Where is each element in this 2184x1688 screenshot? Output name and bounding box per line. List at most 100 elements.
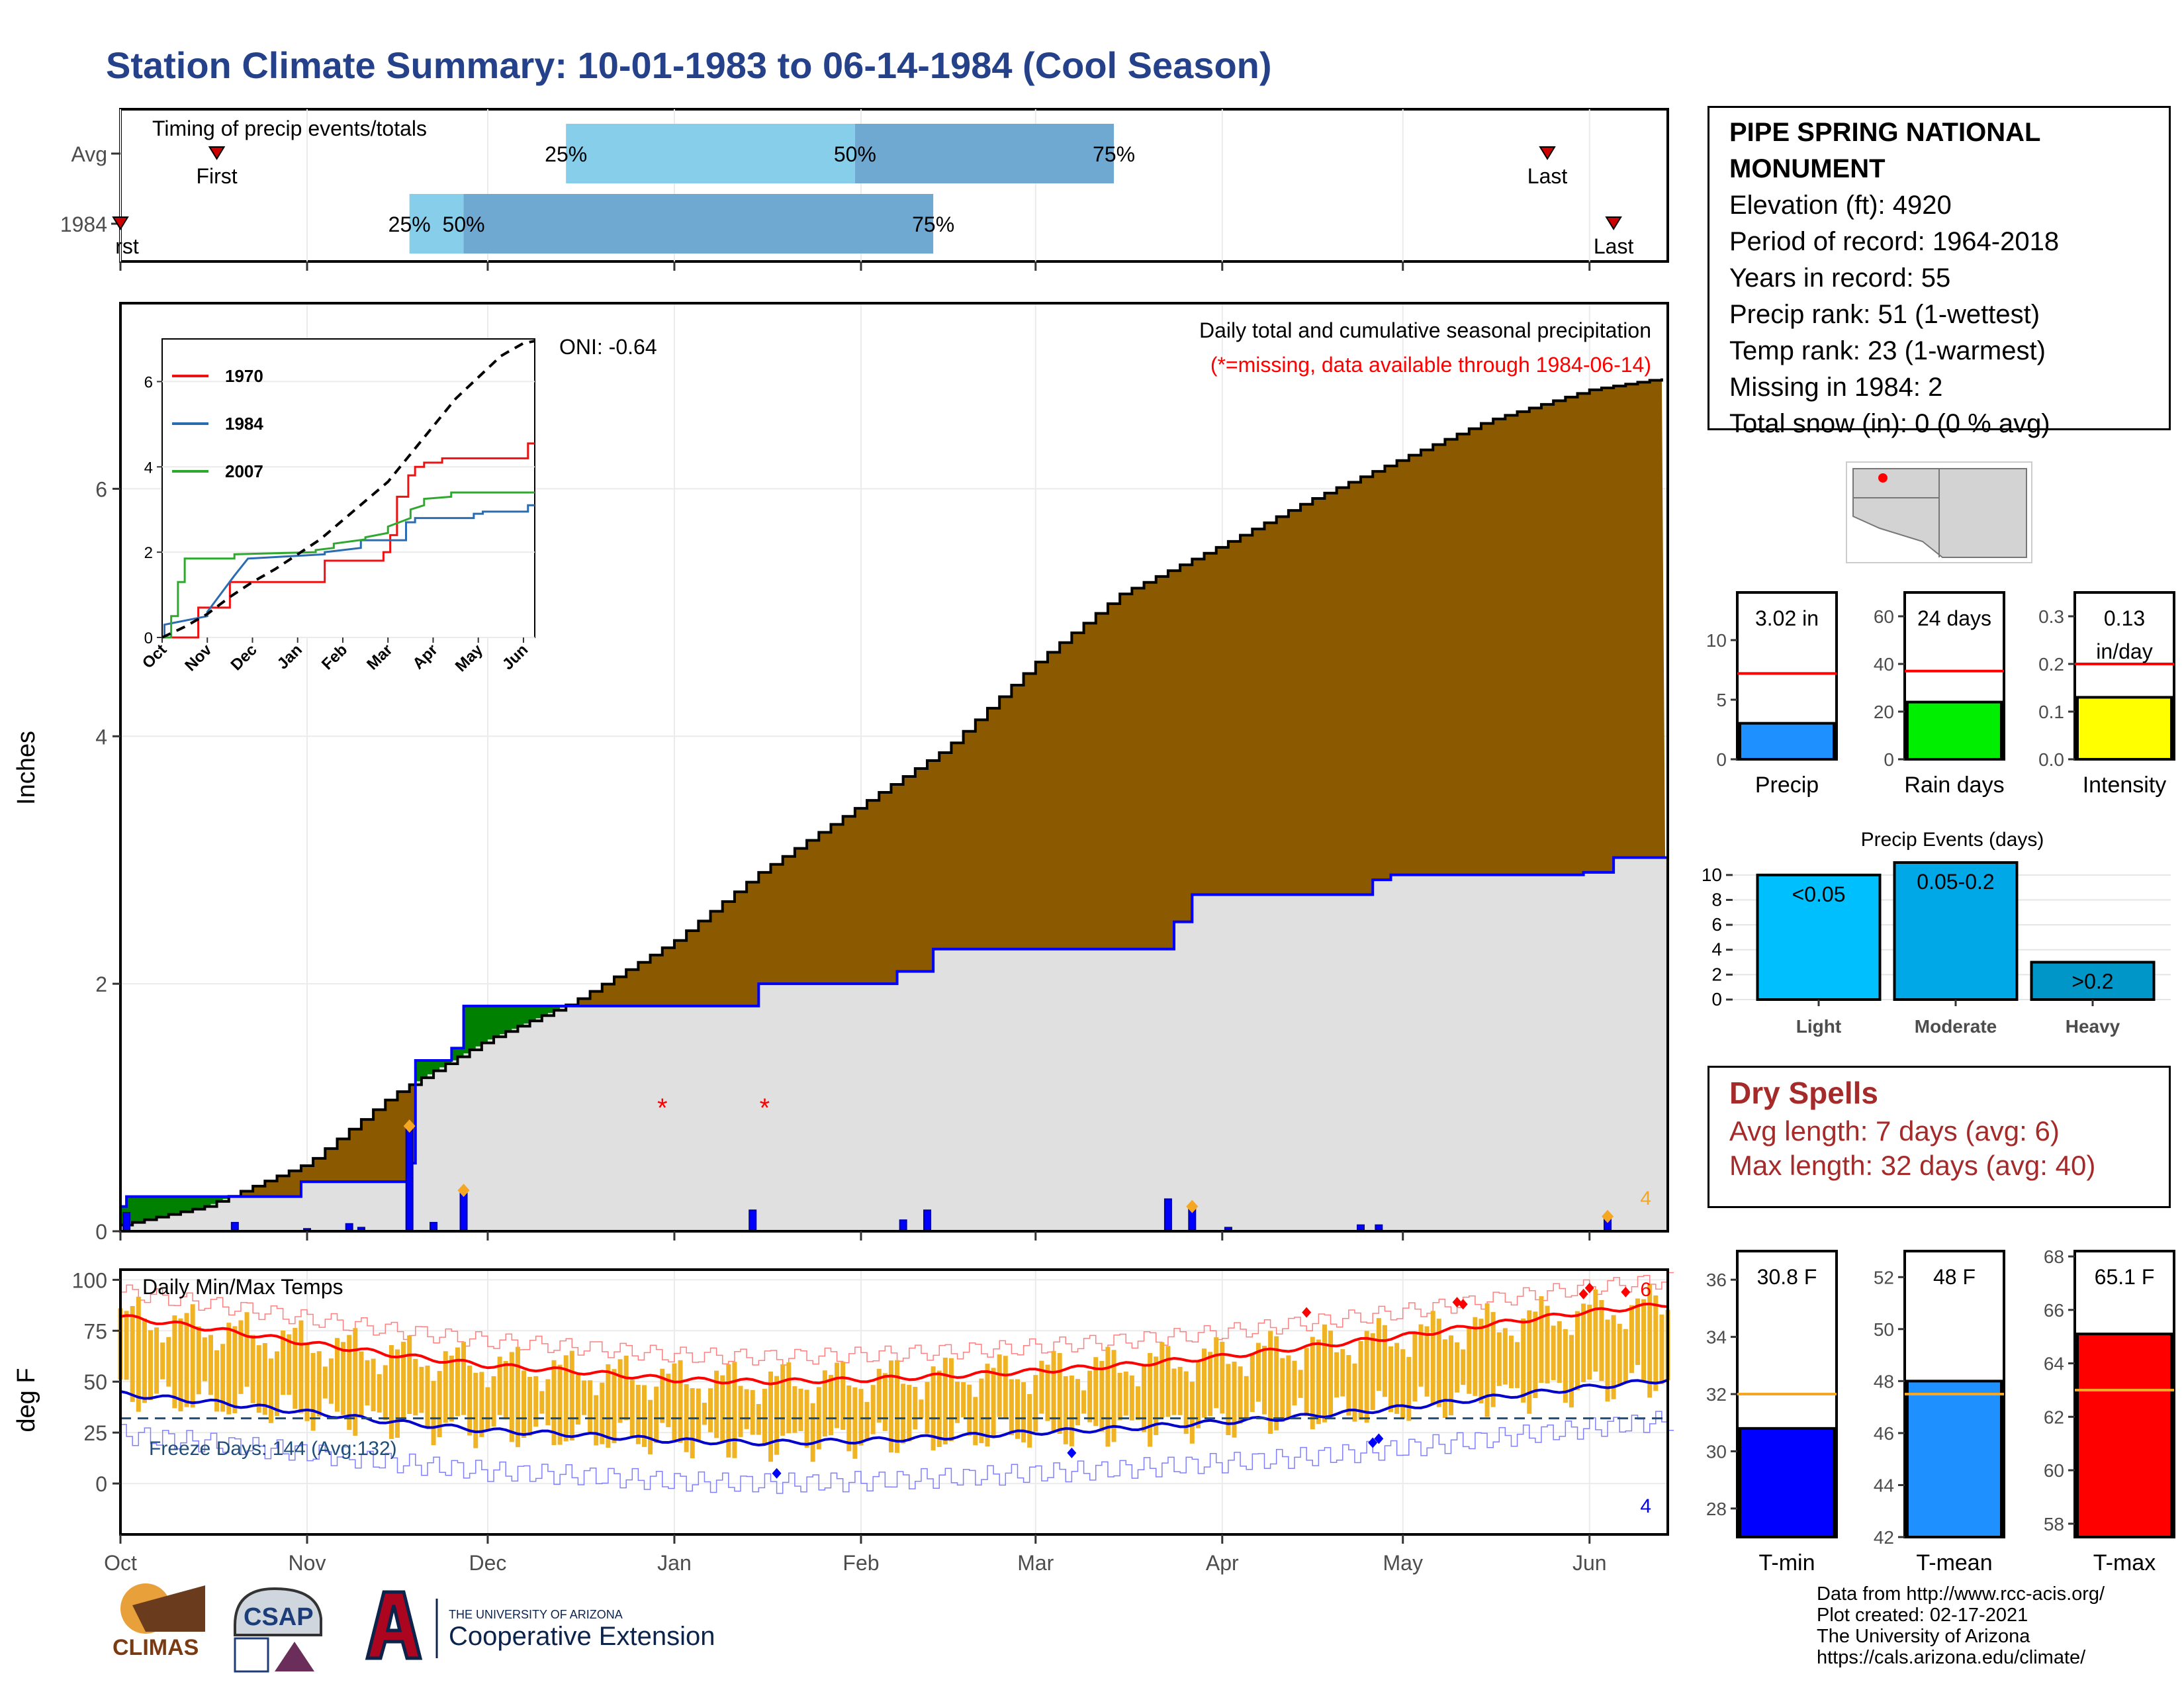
- climas-logo: CLIMAS: [113, 1583, 205, 1660]
- precip-events-background: [1733, 863, 2171, 1000]
- temps-y-tick-label: 25: [83, 1421, 107, 1445]
- daily-temp-range-bar: [347, 1335, 352, 1430]
- daily-temp-range-bar: [870, 1385, 876, 1434]
- record-high-marker-icon: [1452, 1297, 1462, 1308]
- daily-temp-range-bar: [720, 1375, 725, 1442]
- summary-y-tick-label: 48: [1874, 1371, 1894, 1391]
- timing-bar-50-75: [854, 124, 1115, 183]
- inset-series-1970: [162, 442, 535, 639]
- daily-temp-range-bar: [1232, 1361, 1237, 1438]
- daily-temp-range-bar: [901, 1383, 906, 1444]
- station-period: Period of record: 1964-2018: [1729, 227, 2060, 256]
- summary-y-tick-label: 60: [2044, 1460, 2064, 1481]
- daily-temp-range-bar: [660, 1368, 665, 1423]
- daily-temp-range-bar: [612, 1369, 617, 1444]
- daily-temp-range-bar: [1087, 1370, 1093, 1423]
- summary-y-tick-label: 28: [1706, 1499, 1727, 1519]
- daily-temp-range-bar: [545, 1379, 551, 1426]
- ua-a-icon: [365, 1590, 423, 1660]
- oni-label: ONI: -0.64: [559, 335, 657, 359]
- precip-events-y-tick-label: 0: [1711, 989, 1722, 1009]
- temps-frame: [119, 1268, 1669, 1536]
- daily-temp-range-bar: [1635, 1298, 1641, 1366]
- daily-temp-range-bar: [1659, 1314, 1664, 1384]
- timing-last-label: Last: [1527, 164, 1568, 188]
- inset-x-tick-label: Mar: [363, 641, 396, 673]
- ua-line1: THE UNIVERSITY OF ARIZONA: [449, 1608, 623, 1621]
- daily-temp-range-bar: [810, 1403, 815, 1462]
- daily-temp-range-bar: [726, 1364, 731, 1458]
- daily-temp-range-bar: [503, 1361, 508, 1420]
- daily-temp-range-bar: [1647, 1284, 1653, 1398]
- daily-temp-range-bar: [316, 1351, 322, 1417]
- daily-temp-range-bar: [750, 1389, 755, 1435]
- summary-panel-label: Intensity: [2083, 773, 2167, 798]
- daily-temp-range-bar: [690, 1388, 695, 1459]
- daily-temp-range-bar: [1527, 1310, 1532, 1414]
- summary-value-label: 0.13: [2104, 606, 2145, 630]
- daily-temp-range-bar: [1593, 1289, 1598, 1372]
- precip-frame: [119, 302, 1669, 1233]
- daily-temp-range-bar: [1545, 1305, 1550, 1383]
- daily-temp-range-bar: [394, 1349, 400, 1438]
- daily-precip-bar: [345, 1223, 353, 1233]
- summary-y-tick-label: 0.0: [2038, 749, 2064, 770]
- temps-x-tick-label: Jan: [657, 1551, 692, 1575]
- daily-temp-range-bar: [1502, 1328, 1508, 1385]
- precip-events-category-label: Light: [1796, 1016, 1841, 1037]
- summary-value-label-2: in/day: [2096, 639, 2152, 663]
- timing-first-label: First: [196, 164, 237, 188]
- daily-temp-range-bar: [1394, 1342, 1400, 1414]
- daily-temp-range-bar: [641, 1385, 647, 1447]
- daily-temp-range-bar: [1665, 1309, 1670, 1380]
- record-high-marker-icon: [1302, 1307, 1312, 1318]
- daily-temp-range-bar: [196, 1326, 201, 1395]
- daily-temp-range-bar: [437, 1371, 442, 1438]
- daily-temp-range-bar: [310, 1352, 316, 1431]
- daily-temp-range-bar: [1473, 1317, 1478, 1396]
- daily-temp-range-bar: [1033, 1375, 1038, 1432]
- daily-temp-range-bar: [1304, 1348, 1309, 1417]
- timing-first-label: rst: [115, 234, 139, 258]
- daily-temp-range-bar: [1280, 1358, 1285, 1423]
- daily-temp-range-bar: [1322, 1324, 1327, 1423]
- daily-precip-bar: [1224, 1227, 1232, 1232]
- timing-bar-25-50: [409, 194, 464, 254]
- precip-events-bar: [1756, 873, 1882, 1002]
- daily-temp-range-bar: [365, 1360, 370, 1406]
- daily-temp-range-bar: [835, 1362, 840, 1429]
- precip-events-bar: [1893, 861, 2019, 1001]
- summary-panel-label: T-min: [1759, 1550, 1815, 1575]
- summary-y-tick-label: 60: [1874, 606, 1894, 627]
- precip-events-bar-label: 0.05-0.2: [1917, 870, 1994, 894]
- precip-events-y-tick-label: 2: [1711, 964, 1722, 984]
- ua-logo: THE UNIVERSITY OF ARIZONA Cooperative Ex…: [365, 1590, 715, 1660]
- daily-temp-range-bar: [738, 1385, 743, 1437]
- summary-value-bar: [1906, 700, 2003, 761]
- temps-x-tick-label: Dec: [469, 1551, 506, 1575]
- summary-panel-frame: [1736, 1250, 1838, 1538]
- daily-precip-bar: [357, 1227, 365, 1232]
- daily-temp-range-bar: [931, 1366, 936, 1451]
- daily-temp-range-bar: [1021, 1382, 1026, 1442]
- dry-spells-avg: Avg length: 7 days (avg: 6): [1729, 1115, 2060, 1147]
- inset-average-line: [161, 340, 535, 639]
- summary-panel-frame: [1903, 1250, 2005, 1538]
- station-precip-rank: Precip rank: 51 (1-wettest): [1729, 300, 2040, 329]
- summary-y-tick-label: 5: [1716, 690, 1727, 710]
- daily-temp-range-bar: [1063, 1376, 1068, 1444]
- daily-temp-range-bar: [244, 1312, 250, 1387]
- precip-events-category-label: Heavy: [2066, 1016, 2120, 1037]
- station-years: Years in record: 55: [1729, 263, 1951, 293]
- daily-temp-range-bar: [1255, 1342, 1261, 1402]
- daily-temp-range-bar: [1623, 1329, 1628, 1382]
- timing-last-marker-icon: [1605, 216, 1622, 230]
- temps-x-tick-label: Jun: [1572, 1551, 1607, 1575]
- daily-temp-range-bar: [804, 1389, 809, 1448]
- daily-temp-range-bar: [455, 1347, 460, 1417]
- daily-temp-range-bar: [1412, 1334, 1418, 1402]
- daily-temp-range-bar: [136, 1296, 141, 1412]
- precip-events-bar: [2030, 961, 2156, 1001]
- inset-x-tick-label: Nov: [181, 641, 216, 675]
- timing-row-label: 1984: [60, 212, 107, 236]
